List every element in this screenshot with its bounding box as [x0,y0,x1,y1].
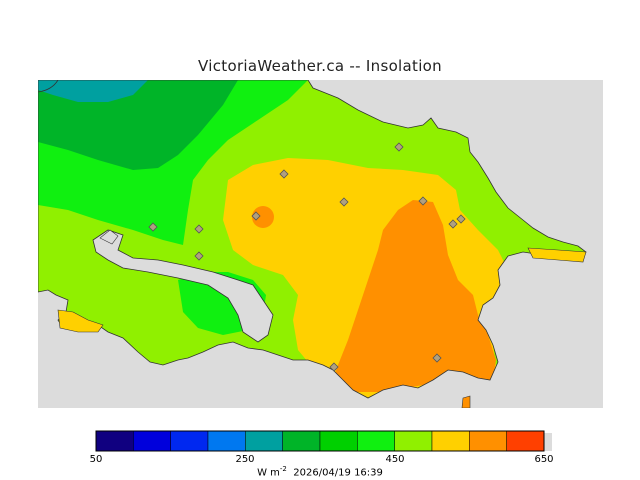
station-marker [194,251,204,261]
units-exp: -2 [279,465,287,473]
station-marker [394,142,404,152]
island-east [527,247,587,263]
legend-tick-650: 650 [534,454,554,465]
timestamp: 2026/04/19 16:39 [293,467,383,479]
legend-color-box [95,430,134,452]
lake-water [99,229,119,245]
insolation-map [38,80,603,408]
legend-color-box [319,430,358,452]
band-orange-spot [252,206,274,228]
units-base: W m [257,467,280,479]
legend-color-box [245,430,283,452]
coastline [38,80,587,399]
station-marker [432,353,442,363]
legend-tick-50: 50 [89,454,103,465]
station-marker [194,224,204,234]
map-title: VictoriaWeather.ca -- Insolation [198,57,442,75]
legend-end-cap [544,433,552,451]
station-marker [339,197,349,207]
legend-color-box [282,430,321,452]
legend-tick-450: 450 [385,454,405,465]
island-south [461,395,471,408]
legend-tick-250: 250 [235,454,255,465]
legend-color-box [357,430,395,452]
legend-color-box [133,430,171,452]
station-marker [148,222,158,232]
station-marker [448,219,458,229]
legend-color-box [431,430,470,452]
corner-arc [38,80,59,93]
band-250-300 [38,80,238,170]
station-marker [279,169,289,179]
band-450-500 [333,200,496,392]
legend-color-box [506,430,545,452]
station-marker [456,214,466,224]
weather-stations [148,142,466,372]
peninsula-south [57,309,104,333]
band-200-250 [38,80,148,102]
station-marker [418,196,428,206]
station-marker [251,211,261,221]
legend-color-box [170,430,209,452]
legend-color-box [394,430,433,452]
station-marker [329,362,339,372]
legend-color-box [469,430,507,452]
legend-color-box [207,430,246,452]
legend-units: W m-2 2026/04/19 16:39 [0,465,640,478]
